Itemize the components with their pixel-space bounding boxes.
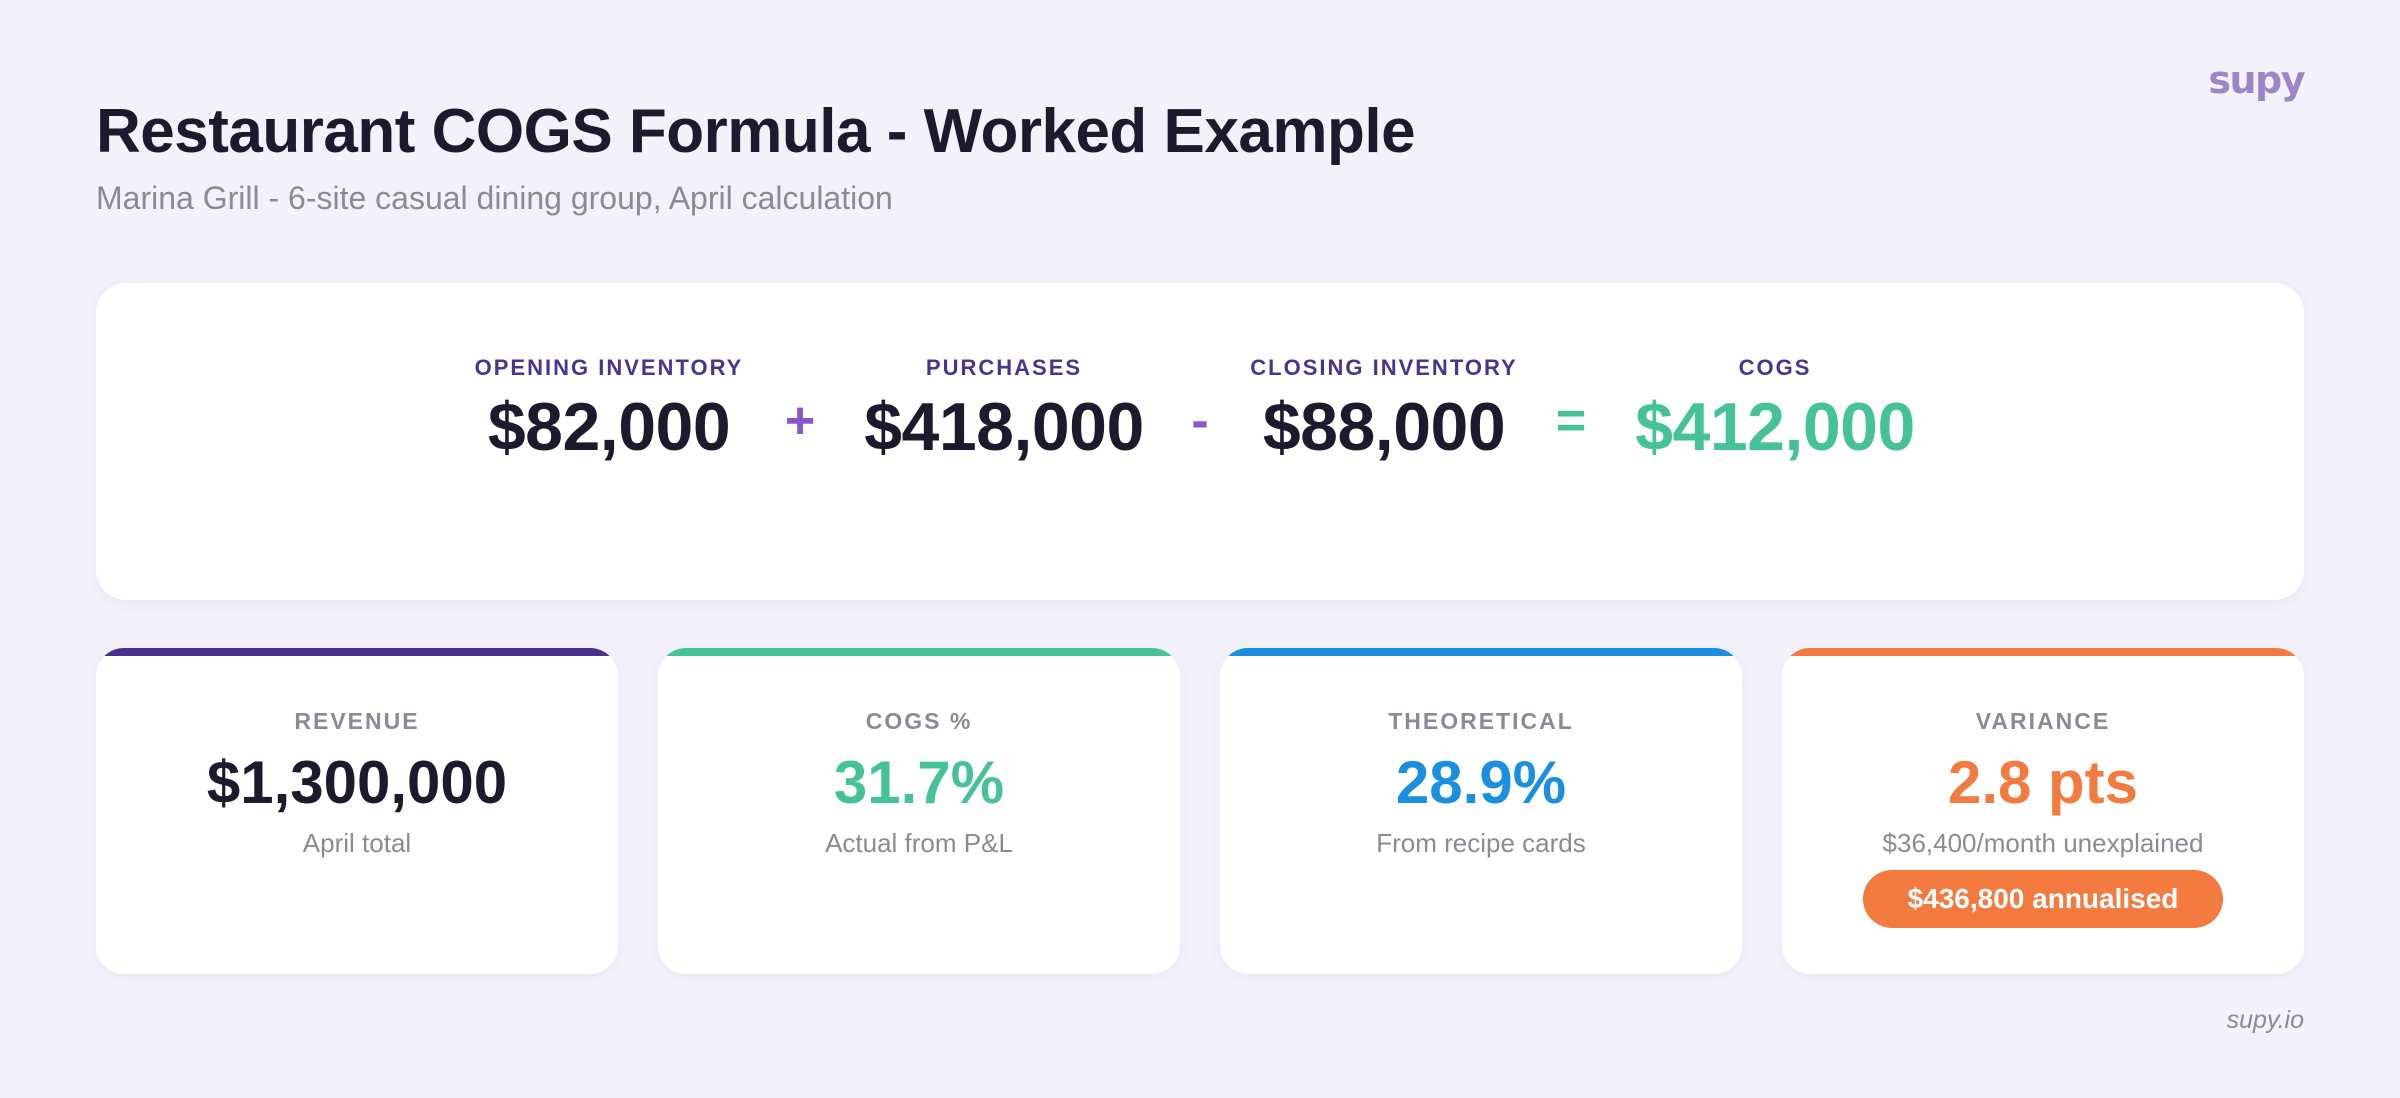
- stat-label: REVENUE: [294, 708, 420, 734]
- term-label: CLOSING INVENTORY: [1250, 355, 1518, 380]
- formula-term-closing-inventory: CLOSING INVENTORY $88,000: [1244, 353, 1524, 465]
- formula-term-cogs: COGS $412,000: [1622, 353, 1928, 465]
- stat-note: $36,400/month unexplained: [1882, 828, 2204, 858]
- stat-note: From recipe cards: [1376, 828, 1586, 858]
- footer-url: supy.io: [2226, 1006, 2304, 1034]
- stat-card-variance: VARIANCE 2.8 pts $36,400/month unexplain…: [1782, 648, 2304, 974]
- term-value: $418,000: [864, 389, 1144, 465]
- stat-card-cogs-percent: COGS % 31.7% Actual from P&L: [658, 648, 1180, 974]
- term-value: $82,000: [487, 389, 731, 465]
- term-label: OPENING INVENTORY: [474, 355, 744, 380]
- plus-operator: +: [784, 392, 816, 450]
- term-value: $88,000: [1262, 389, 1506, 465]
- minus-operator: -: [1191, 392, 1209, 450]
- stat-label: COGS %: [865, 708, 973, 734]
- stat-value: 2.8 pts: [1947, 749, 2139, 816]
- term-label: COGS: [1738, 355, 1812, 380]
- stat-card-theoretical: THEORETICAL 28.9% From recipe cards: [1220, 648, 1742, 974]
- stat-value: $1,300,000: [206, 749, 508, 816]
- term-value: $412,000: [1635, 389, 1915, 465]
- annualised-badge: $436,800 annualised: [1863, 870, 2223, 928]
- accent-bar: [658, 648, 1180, 656]
- stat-value: 28.9%: [1395, 749, 1567, 816]
- term-label: PURCHASES: [925, 355, 1083, 380]
- stat-card-revenue: REVENUE $1,300,000 April total: [96, 648, 618, 974]
- stat-label: VARIANCE: [1975, 708, 2111, 734]
- accent-bar: [1220, 648, 1742, 656]
- page-subtitle: Marina Grill - 6-site casual dining grou…: [96, 180, 893, 216]
- equals-operator: =: [1555, 392, 1587, 450]
- formula-term-purchases: PURCHASES $418,000: [852, 353, 1156, 465]
- stat-note: Actual from P&L: [825, 828, 1013, 858]
- cogs-formula-card: OPENING INVENTORY $82,000 + PURCHASES $4…: [96, 283, 2304, 600]
- stat-label: THEORETICAL: [1388, 708, 1574, 734]
- stat-value: 31.7%: [833, 749, 1005, 816]
- supy-logo: supy: [2208, 58, 2305, 102]
- page-title: Restaurant COGS Formula - Worked Example: [96, 97, 1416, 166]
- accent-bar: [96, 648, 618, 656]
- stat-note: April total: [302, 828, 412, 858]
- formula-term-opening-inventory: OPENING INVENTORY $82,000: [473, 353, 745, 465]
- accent-bar: [1782, 648, 2304, 656]
